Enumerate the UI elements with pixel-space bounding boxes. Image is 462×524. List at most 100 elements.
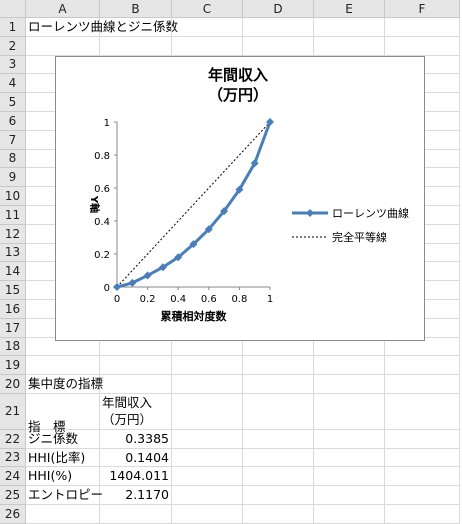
- cell-f18[interactable]: [385, 337, 460, 357]
- row-header-5[interactable]: 5: [0, 93, 26, 112]
- cell-b25[interactable]: 2.1170: [100, 486, 172, 505]
- cell-f1[interactable]: [385, 18, 460, 37]
- row-header-13[interactable]: 13: [0, 243, 26, 263]
- lorenz-chart[interactable]: 年間収入 （万円） 0 0.2 0.4 0.6 0.8 1 0 0.2 0.4 0.6 0.8 1 累積相対…: [55, 56, 425, 341]
- cell-e1[interactable]: [314, 18, 385, 37]
- cell-e19[interactable]: [314, 356, 385, 376]
- row-header-3[interactable]: 3: [0, 55, 26, 75]
- cell-a2[interactable]: [26, 36, 100, 56]
- cell-f23[interactable]: [385, 448, 460, 468]
- cell-d1[interactable]: [243, 18, 314, 37]
- row-header-17[interactable]: 17: [0, 318, 26, 338]
- cell-f22[interactable]: [385, 429, 460, 449]
- cell-e24[interactable]: [314, 467, 385, 487]
- cell-f24[interactable]: [385, 467, 460, 487]
- cell-a21[interactable]: 指 標: [26, 394, 100, 434]
- cell-d24[interactable]: [243, 467, 314, 487]
- cell-b23[interactable]: 0.1404: [100, 448, 172, 468]
- cell-a25[interactable]: エントロピー: [26, 486, 103, 505]
- cell-b19[interactable]: [100, 356, 172, 376]
- cell-b18[interactable]: [100, 337, 172, 357]
- column-header-f[interactable]: F: [385, 0, 460, 18]
- cell-f21[interactable]: [385, 394, 460, 430]
- column-header-a[interactable]: A: [26, 0, 100, 18]
- cell-c21[interactable]: [172, 394, 243, 430]
- row-header-9[interactable]: 9: [0, 168, 26, 188]
- row-header-4[interactable]: 4: [0, 74, 26, 94]
- row-header-16[interactable]: 16: [0, 300, 26, 319]
- cell-e26[interactable]: [314, 504, 385, 524]
- cell-b26[interactable]: [100, 504, 172, 524]
- column-header-e[interactable]: E: [314, 0, 385, 18]
- row-header-26[interactable]: 26: [0, 504, 26, 524]
- row-header-12[interactable]: 12: [0, 224, 26, 244]
- cell-e22[interactable]: [314, 429, 385, 449]
- cell-f2[interactable]: [385, 36, 460, 56]
- cell-a23[interactable]: HHI(比率): [26, 448, 100, 468]
- cell-a24[interactable]: HHI(%): [26, 467, 100, 487]
- cell-e21[interactable]: [314, 394, 385, 430]
- cell-c1[interactable]: [172, 18, 243, 37]
- row-header-10[interactable]: 10: [0, 187, 26, 206]
- cell-b21[interactable]: 年間収入（万円）: [100, 394, 172, 430]
- row-header-7[interactable]: 7: [0, 130, 26, 150]
- row-header-2[interactable]: 2: [0, 36, 26, 56]
- cell-a20[interactable]: 集中度の指標: [26, 375, 103, 394]
- row-header-8[interactable]: 8: [0, 149, 26, 169]
- cell-c18[interactable]: [172, 337, 243, 357]
- cell-c26[interactable]: [172, 504, 243, 524]
- cell-f25[interactable]: [385, 486, 460, 505]
- select-all-corner[interactable]: [0, 0, 26, 18]
- cell-b2[interactable]: [100, 36, 172, 56]
- row-header-1[interactable]: 1: [0, 18, 26, 37]
- row-header-20[interactable]: 20: [0, 375, 26, 394]
- cell-c2[interactable]: [172, 36, 243, 56]
- cell-a1[interactable]: ローレンツ曲線とジニ係数: [26, 18, 178, 37]
- cell-b24[interactable]: 1404.011: [100, 467, 172, 487]
- row-header-25[interactable]: 25: [0, 486, 26, 505]
- row-header-23[interactable]: 23: [0, 448, 26, 468]
- cell-f19[interactable]: [385, 356, 460, 376]
- column-header-d[interactable]: D: [243, 0, 314, 18]
- cell-c25[interactable]: [172, 486, 243, 505]
- cell-b22[interactable]: 0.3385: [100, 429, 172, 449]
- cell-b20[interactable]: [100, 375, 172, 394]
- cell-d18[interactable]: [243, 337, 314, 357]
- cell-d22[interactable]: [243, 429, 314, 449]
- row-header-15[interactable]: 15: [0, 281, 26, 300]
- cell-c23[interactable]: [172, 448, 243, 468]
- cell-a18[interactable]: [26, 337, 100, 357]
- row-header-21[interactable]: 21: [0, 394, 26, 430]
- row-header-18[interactable]: 18: [0, 337, 26, 357]
- column-header-b[interactable]: B: [100, 0, 172, 18]
- cell-d21[interactable]: [243, 394, 314, 430]
- row-header-19[interactable]: 19: [0, 356, 26, 376]
- cell-d2[interactable]: [243, 36, 314, 56]
- cell-d19[interactable]: [243, 356, 314, 376]
- row-header-14[interactable]: 14: [0, 262, 26, 282]
- row-header-22[interactable]: 22: [0, 429, 26, 449]
- cell-c22[interactable]: [172, 429, 243, 449]
- cell-e2[interactable]: [314, 36, 385, 56]
- cell-c20[interactable]: [172, 375, 243, 394]
- cell-e18[interactable]: [314, 337, 385, 357]
- column-header-c[interactable]: C: [172, 0, 243, 18]
- cell-d20[interactable]: [243, 375, 314, 394]
- row-header-11[interactable]: 11: [0, 206, 26, 225]
- row-header-24[interactable]: 24: [0, 467, 26, 487]
- cell-d25[interactable]: [243, 486, 314, 505]
- row-header-6[interactable]: 6: [0, 112, 26, 131]
- cell-e20[interactable]: [314, 375, 385, 394]
- cell-f20[interactable]: [385, 375, 460, 394]
- cell-e25[interactable]: [314, 486, 385, 505]
- cell-c19[interactable]: [172, 356, 243, 376]
- cell-a22[interactable]: ジニ係数: [26, 429, 100, 449]
- cell-e23[interactable]: [314, 448, 385, 468]
- cell-a19[interactable]: [26, 356, 100, 376]
- cell-d26[interactable]: [243, 504, 314, 524]
- cell-d23[interactable]: [243, 448, 314, 468]
- cell-a26[interactable]: [26, 504, 100, 524]
- cell-f26[interactable]: [385, 504, 460, 524]
- cell-c24[interactable]: [172, 467, 243, 487]
- cell-b1[interactable]: [100, 18, 172, 37]
